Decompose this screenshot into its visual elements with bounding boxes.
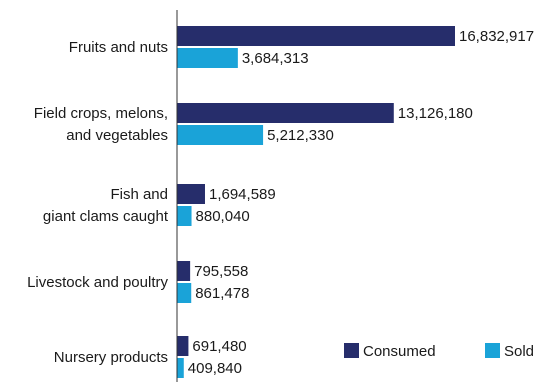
category-label-0-0: Fruits and nuts — [69, 39, 168, 56]
bar-sold-0 — [177, 48, 238, 68]
value-label-consumed-1: 13,126,180 — [398, 105, 473, 122]
bars-layer — [177, 26, 455, 378]
value-label-consumed-0: 16,832,917 — [459, 28, 534, 45]
category-label-1-0: Field crops, melons, — [34, 105, 168, 122]
value-labels: 16,832,917 3,684,313 13,126,180 5,212,330 1,… — [188, 28, 534, 377]
value-label-sold-1: 5,212,330 — [267, 127, 334, 144]
category-label-2-0: Fish and — [110, 186, 168, 203]
category-label-2-1: giant clams caught — [43, 208, 169, 225]
value-label-consumed-2: 1,694,589 — [209, 186, 276, 203]
category-label-3-0: Livestock and poultry — [27, 274, 168, 291]
value-label-consumed-4: 691,480 — [192, 338, 246, 355]
legend-label-consumed: Consumed — [363, 343, 436, 360]
bar-consumed-4 — [177, 336, 189, 356]
value-label-consumed-3: 795,558 — [194, 263, 248, 280]
legend-swatch-consumed — [344, 343, 359, 358]
bar-consumed-3 — [177, 261, 191, 281]
bar-consumed-2 — [177, 184, 205, 204]
bar-consumed-0 — [177, 26, 455, 46]
bar-sold-4 — [177, 358, 184, 378]
category-labels: Fruits and nuts Field crops, melons, and v… — [27, 39, 169, 366]
value-label-sold-3: 861,478 — [195, 285, 249, 302]
category-label-4-0: Nursery products — [54, 349, 168, 366]
bar-sold-1 — [177, 125, 264, 145]
legend-swatch-sold — [485, 343, 500, 358]
legend-label-sold: Sold — [504, 343, 534, 360]
legend: Consumed Sold — [344, 343, 534, 360]
value-label-sold-2: 880,040 — [196, 208, 250, 225]
bar-sold-3 — [177, 283, 192, 303]
bar-consumed-1 — [177, 103, 394, 123]
value-label-sold-4: 409,840 — [188, 360, 242, 377]
value-label-sold-0: 3,684,313 — [242, 50, 309, 67]
category-label-1-1: and vegetables — [66, 127, 168, 144]
bar-sold-2 — [177, 206, 192, 226]
